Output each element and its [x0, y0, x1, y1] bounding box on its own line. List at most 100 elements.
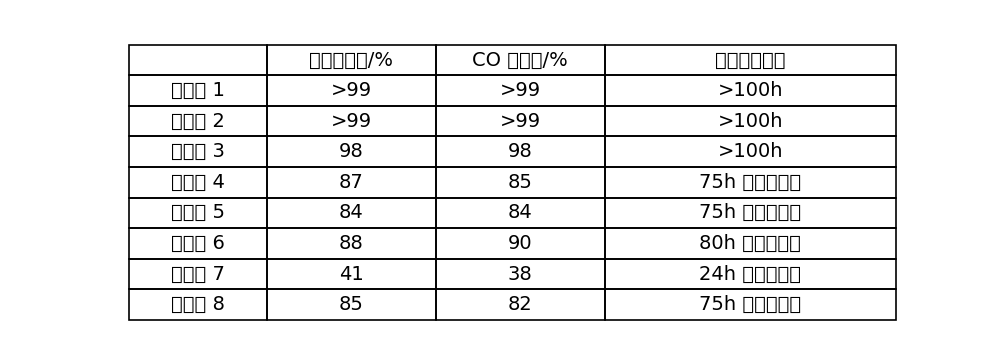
Bar — [129, 197, 267, 228]
Bar — [267, 45, 436, 75]
Bar — [267, 289, 436, 320]
Bar — [129, 136, 267, 167]
Bar — [605, 289, 896, 320]
Text: 38: 38 — [508, 265, 533, 283]
Bar — [436, 167, 605, 197]
Text: >99: >99 — [331, 112, 372, 131]
Bar — [129, 75, 267, 106]
Bar — [605, 45, 896, 75]
Bar — [605, 106, 896, 136]
Bar — [436, 45, 605, 75]
Text: 87: 87 — [339, 173, 364, 192]
Text: 实施例 7: 实施例 7 — [171, 265, 225, 283]
Bar — [129, 106, 267, 136]
Bar — [129, 259, 267, 289]
Text: 84: 84 — [508, 203, 533, 222]
Bar — [605, 45, 896, 75]
Bar — [129, 259, 267, 289]
Text: 98: 98 — [339, 142, 364, 161]
Bar — [436, 228, 605, 259]
Text: >99: >99 — [500, 81, 541, 100]
Bar — [267, 136, 436, 167]
Bar — [129, 167, 267, 197]
Bar — [267, 289, 436, 320]
Bar — [267, 259, 436, 289]
Text: 实施例 5: 实施例 5 — [171, 203, 225, 222]
Text: 88: 88 — [339, 234, 364, 253]
Text: 实施例 8: 实施例 8 — [171, 295, 225, 314]
Bar — [605, 167, 896, 197]
Text: 24h 后逐渐失活: 24h 后逐渐失活 — [699, 265, 801, 283]
Bar — [605, 259, 896, 289]
Text: >99: >99 — [331, 81, 372, 100]
Bar — [267, 228, 436, 259]
Bar — [267, 106, 436, 136]
Bar — [436, 45, 605, 75]
Text: 82: 82 — [508, 295, 533, 314]
Bar — [129, 228, 267, 259]
Bar — [436, 228, 605, 259]
Bar — [605, 289, 896, 320]
Bar — [129, 197, 267, 228]
Bar — [605, 197, 896, 228]
Bar — [436, 289, 605, 320]
Bar — [436, 136, 605, 167]
Bar — [267, 106, 436, 136]
Bar — [267, 75, 436, 106]
Bar — [605, 167, 896, 197]
Bar — [267, 197, 436, 228]
Text: 甲醉转化率/%: 甲醉转化率/% — [309, 51, 393, 70]
Bar — [267, 259, 436, 289]
Bar — [605, 136, 896, 167]
Text: 实施例 1: 实施例 1 — [171, 81, 225, 100]
Text: 实施例 4: 实施例 4 — [171, 173, 225, 192]
Bar — [267, 167, 436, 197]
Bar — [267, 45, 436, 75]
Bar — [605, 75, 896, 106]
Bar — [129, 228, 267, 259]
Bar — [129, 75, 267, 106]
Bar — [267, 75, 436, 106]
Bar — [436, 197, 605, 228]
Bar — [267, 197, 436, 228]
Text: 80h 后逐渐失活: 80h 后逐渐失活 — [699, 234, 801, 253]
Text: CO 转化率/%: CO 转化率/% — [472, 51, 568, 70]
Text: 75h 后逐渐失活: 75h 后逐渐失活 — [699, 173, 801, 192]
Bar — [605, 228, 896, 259]
Bar — [605, 75, 896, 106]
Bar — [436, 197, 605, 228]
Text: 实施例 2: 实施例 2 — [171, 112, 225, 131]
Bar — [129, 136, 267, 167]
Bar — [605, 197, 896, 228]
Text: 85: 85 — [508, 173, 533, 192]
Bar — [129, 289, 267, 320]
Text: 实施例 3: 实施例 3 — [171, 142, 225, 161]
Bar — [605, 106, 896, 136]
Text: >100h: >100h — [718, 81, 783, 100]
Bar — [436, 75, 605, 106]
Text: 75h 后逐渐失活: 75h 后逐渐失活 — [699, 203, 801, 222]
Text: 85: 85 — [339, 295, 364, 314]
Bar — [436, 167, 605, 197]
Bar — [129, 167, 267, 197]
Bar — [129, 45, 267, 75]
Text: 84: 84 — [339, 203, 364, 222]
Bar — [129, 45, 267, 75]
Text: 实施例 6: 实施例 6 — [171, 234, 225, 253]
Bar — [436, 259, 605, 289]
Bar — [605, 259, 896, 289]
Bar — [605, 136, 896, 167]
Bar — [267, 228, 436, 259]
Bar — [436, 289, 605, 320]
Text: >100h: >100h — [718, 112, 783, 131]
Text: >100h: >100h — [718, 142, 783, 161]
Text: 98: 98 — [508, 142, 533, 161]
Bar — [436, 106, 605, 136]
Bar — [129, 289, 267, 320]
Bar — [436, 75, 605, 106]
Bar — [436, 259, 605, 289]
Text: 90: 90 — [508, 234, 532, 253]
Bar — [436, 136, 605, 167]
Bar — [267, 136, 436, 167]
Text: >99: >99 — [500, 112, 541, 131]
